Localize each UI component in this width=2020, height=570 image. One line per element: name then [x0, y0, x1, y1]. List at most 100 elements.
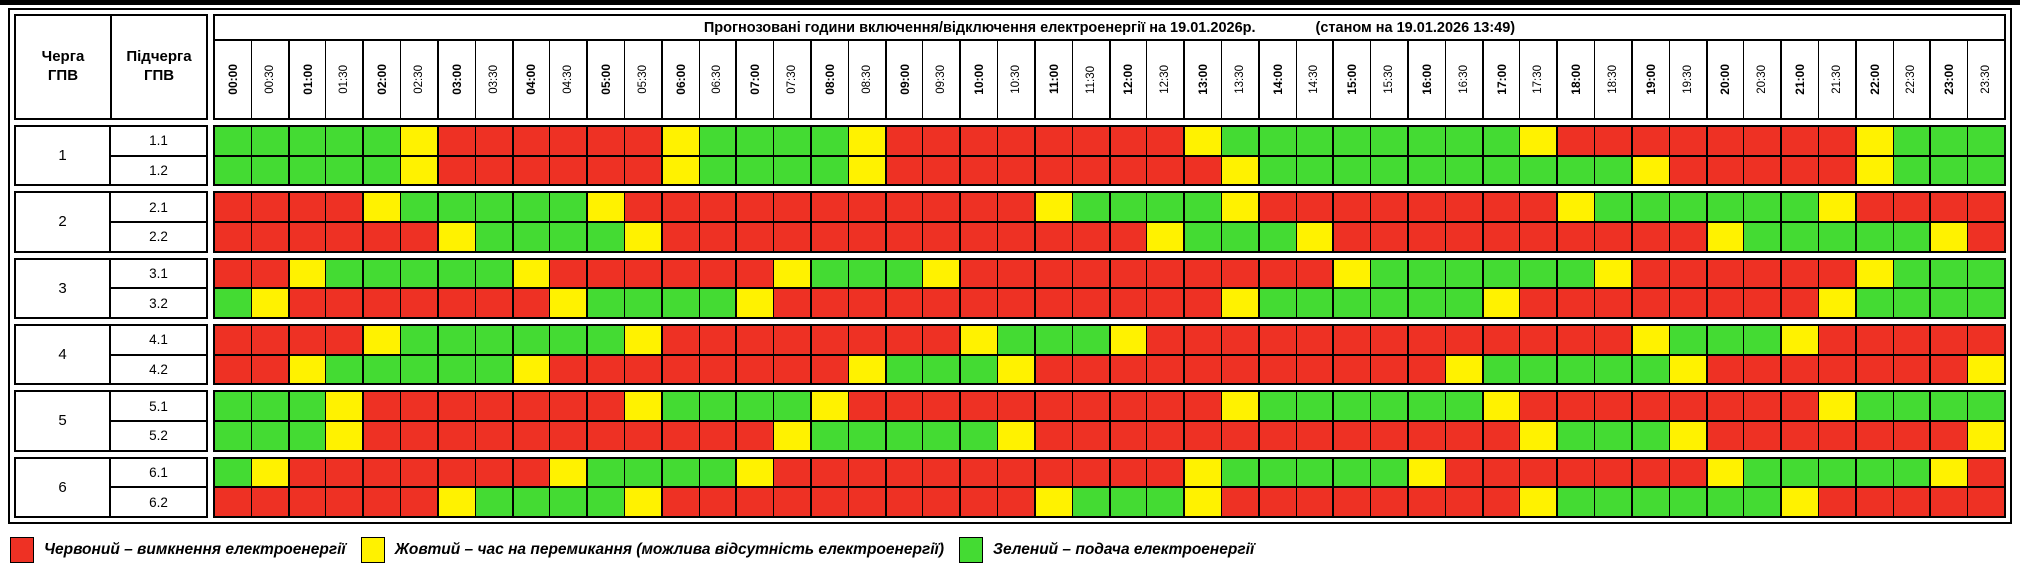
- slot-cell: [1520, 127, 1559, 155]
- slot-cell: [1669, 458, 1708, 487]
- subqueue-labels: 6.1 6.2: [111, 459, 206, 516]
- slot-cell: [1856, 488, 1894, 516]
- slot-cell: [1221, 355, 1260, 384]
- slot-cell: [1595, 458, 1633, 487]
- slot-cell: [1334, 488, 1372, 516]
- slot-cell: [588, 488, 625, 516]
- slot-cell: [1893, 223, 1932, 251]
- slot-cell: [251, 127, 290, 155]
- slot-cell: [364, 392, 402, 420]
- time-label-cell: 16:00: [1409, 41, 1446, 118]
- slot-cell: [1595, 223, 1633, 251]
- slot-cell: [774, 421, 812, 450]
- slot-cell: [624, 458, 663, 487]
- queue-group-left: 5 5.1 5.2: [14, 390, 208, 452]
- slot-cell: [1931, 156, 1969, 185]
- slot-cell: [1707, 325, 1745, 354]
- queue-number: 6: [16, 458, 111, 516]
- slot-cell: [1185, 325, 1222, 354]
- slot-cell: [1371, 156, 1409, 185]
- schedule-row-6.2: [215, 488, 2004, 516]
- table-title: Прогнозовані години включення/відключенн…: [215, 16, 2004, 41]
- time-label-cell: 10:30: [998, 41, 1036, 118]
- slot-cell: [1856, 392, 1894, 420]
- slot-cell: [1185, 156, 1222, 185]
- slot-cell: [401, 458, 439, 487]
- slot-cell: [1371, 325, 1409, 354]
- slot-cell: [1707, 421, 1745, 450]
- slot-cell: [215, 355, 252, 384]
- slot-cell: [1707, 458, 1745, 487]
- slot-cell: [1931, 289, 1969, 317]
- slot-cell: [1035, 156, 1073, 185]
- slot-cell: [364, 458, 402, 487]
- slot-cell: [1818, 127, 1857, 155]
- slot-cell: [1259, 392, 1297, 420]
- slot-cell: [513, 325, 551, 354]
- slot-cell: [326, 127, 365, 155]
- slot-cell: [289, 392, 327, 420]
- slot-cell: [1409, 488, 1446, 516]
- slot-cell: [1744, 223, 1783, 251]
- slot-cell: [1782, 355, 1819, 384]
- queue-group-4: 4 4.1 4.2: [14, 323, 2006, 386]
- slot-cell: [1296, 392, 1335, 420]
- slot-cell: [550, 325, 589, 354]
- slot-cell: [251, 223, 290, 251]
- queue-number: 2: [16, 193, 111, 251]
- slot-cell: [1259, 421, 1297, 450]
- slot-cell: [886, 421, 924, 450]
- slot-cell: [774, 325, 812, 354]
- slot-cell: [1931, 488, 1969, 516]
- slot-cell: [886, 259, 924, 288]
- slot-cell: [1259, 259, 1297, 288]
- slot-cell: [1035, 488, 1073, 516]
- slot-cell: [326, 355, 365, 384]
- time-label-cell: 22:00: [1857, 41, 1894, 118]
- slot-cell: [737, 458, 775, 487]
- slot-cell: [513, 156, 551, 185]
- slot-cell: [1558, 325, 1596, 354]
- slot-cell: [1334, 259, 1372, 288]
- slot-cell: [289, 355, 327, 384]
- slot-cell: [251, 193, 290, 221]
- slot-cell: [1296, 458, 1335, 487]
- slot-cell: [961, 223, 999, 251]
- schedule-row-2.1: [215, 193, 2004, 223]
- slot-cell: [588, 325, 625, 354]
- slot-cell: [737, 488, 775, 516]
- schedule-row-5.1: [215, 392, 2004, 422]
- slot-cell: [1931, 223, 1969, 251]
- slot-cell: [364, 223, 402, 251]
- slot-cell: [1669, 325, 1708, 354]
- slot-cell: [364, 193, 402, 221]
- slot-cell: [1520, 325, 1559, 354]
- slot-cell: [475, 355, 514, 384]
- slot-cell: [438, 156, 476, 185]
- slot-cell: [886, 223, 924, 251]
- slot-cell: [550, 156, 589, 185]
- slot-cell: [1371, 488, 1409, 516]
- slot-cell: [1782, 127, 1819, 155]
- subqueue-label: 3.2: [149, 295, 168, 311]
- subqueue-labels: 4.1 4.2: [111, 326, 206, 383]
- slot-cell: [1707, 289, 1745, 317]
- slot-cell: [1669, 127, 1708, 155]
- slot-cell: [662, 223, 700, 251]
- time-label-cell: 10:00: [961, 41, 999, 118]
- slot-cell: [438, 325, 476, 354]
- slot-cell: [961, 193, 999, 221]
- slot-cell: [1744, 325, 1783, 354]
- slot-cell: [1707, 355, 1745, 384]
- slot-cell: [1856, 223, 1894, 251]
- slot-cell: [923, 259, 962, 288]
- slot-cell: [1445, 156, 1484, 185]
- slot-cell: [1185, 223, 1222, 251]
- slot-cell: [1669, 259, 1708, 288]
- slot-cell: [1520, 259, 1559, 288]
- time-label-cell: 06:30: [700, 41, 738, 118]
- slot-cell: [475, 421, 514, 450]
- slot-cell: [662, 193, 700, 221]
- slot-cell: [961, 127, 999, 155]
